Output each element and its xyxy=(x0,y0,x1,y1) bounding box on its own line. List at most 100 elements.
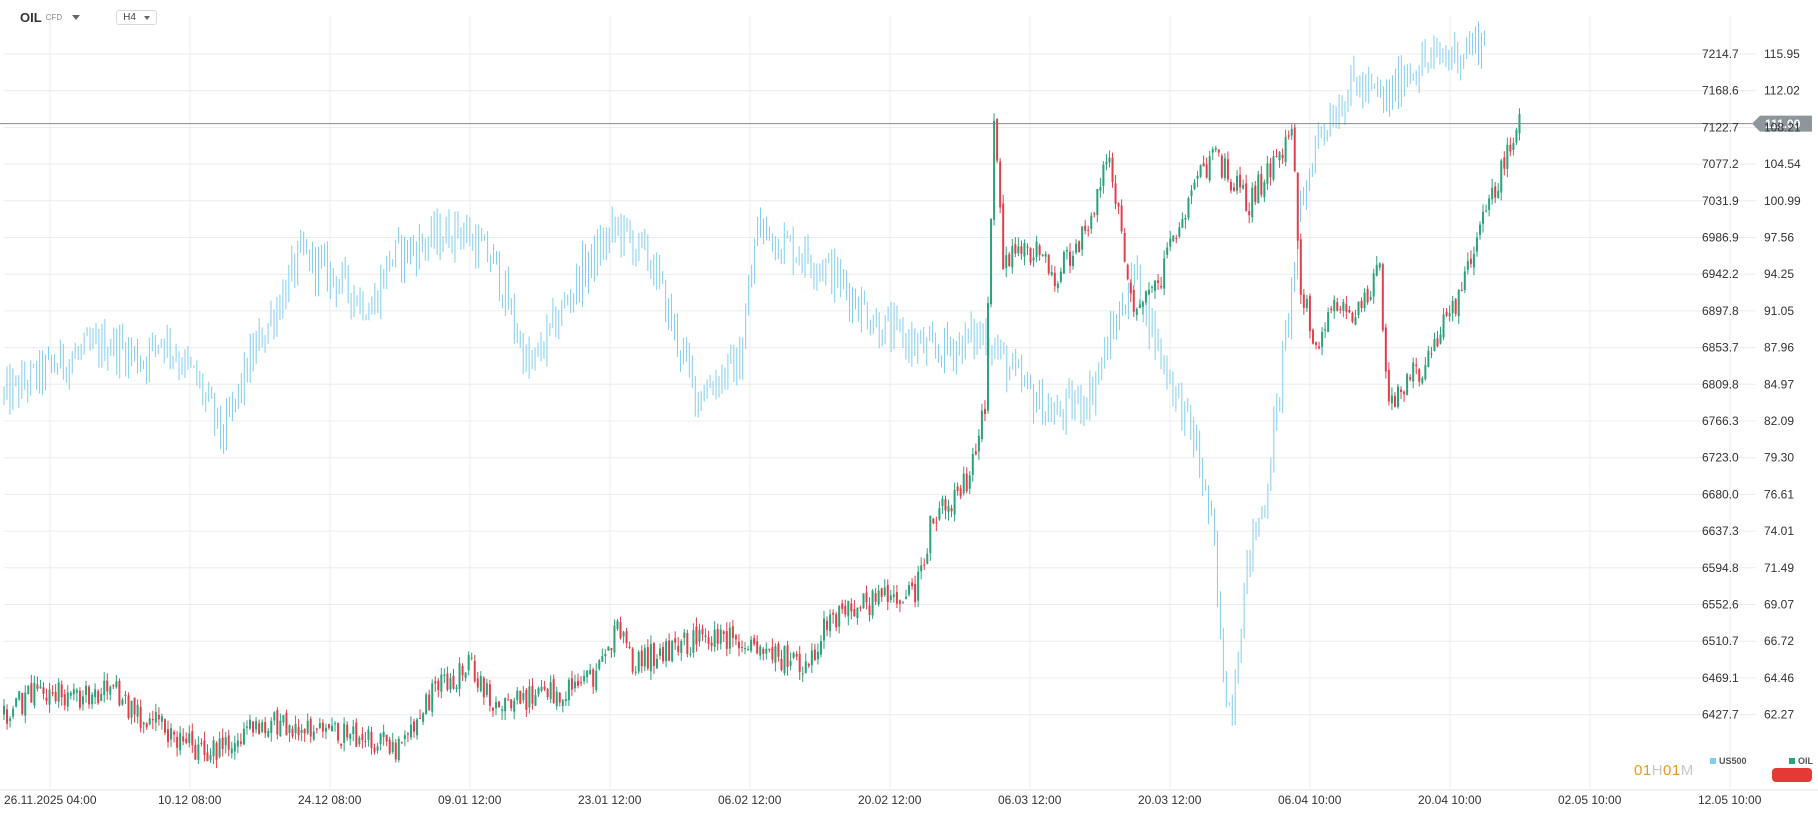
oil-candle xyxy=(1084,219,1087,235)
oil-candle xyxy=(1366,285,1369,305)
oil-candle xyxy=(446,666,449,692)
oil-candle xyxy=(841,599,844,614)
oil-candle xyxy=(382,724,385,746)
oil-candle xyxy=(789,652,792,671)
oil-candle xyxy=(725,622,728,657)
oil-candle xyxy=(1393,392,1396,408)
oil-candle xyxy=(252,721,255,737)
oil-candle xyxy=(980,403,983,443)
legend-oil[interactable]: OIL xyxy=(1789,756,1813,766)
oil-candle xyxy=(652,642,655,674)
oil-candle xyxy=(795,650,798,661)
countdown-hours-unit: H xyxy=(1651,762,1664,779)
oil-candle xyxy=(968,471,971,495)
oil-candle xyxy=(871,589,874,619)
oil-candle xyxy=(904,589,907,600)
oil-candle xyxy=(586,670,589,684)
oil-candle xyxy=(595,663,598,693)
oil-candle xyxy=(683,628,686,646)
oil-axis-label: 112.02 xyxy=(1764,84,1800,98)
oil-candle xyxy=(109,685,112,701)
oil-candle xyxy=(877,584,880,607)
oil-candle xyxy=(801,666,804,682)
oil-candle xyxy=(892,585,895,603)
oil-candle xyxy=(762,647,765,661)
oil-candle xyxy=(804,653,807,674)
x-tick-label: 06.02 12:00 xyxy=(718,793,782,807)
oil-candle xyxy=(419,709,422,719)
oil-candle xyxy=(75,687,78,702)
oil-candle xyxy=(412,718,415,738)
oil-candle xyxy=(1406,372,1409,396)
oil-candle xyxy=(756,635,759,655)
oil-candle xyxy=(163,718,166,736)
us500-axis-label: 6942.2 xyxy=(1702,267,1739,281)
symbol-dropdown-icon[interactable] xyxy=(72,15,81,20)
instrument-type-label: CFD xyxy=(45,13,63,22)
oil-candle xyxy=(318,717,321,730)
oil-candle xyxy=(1263,179,1266,203)
oil-candle xyxy=(1190,185,1193,205)
oil-candle xyxy=(294,715,297,740)
oil-axis-label: 91.05 xyxy=(1764,304,1794,318)
oil-candle xyxy=(1248,202,1251,224)
oil-candle xyxy=(1014,237,1017,258)
oil-candle xyxy=(583,670,586,685)
oil-candle xyxy=(561,698,564,713)
oil-candle xyxy=(580,676,583,687)
oil-axis-label: 82.09 xyxy=(1764,414,1794,428)
oil-candle xyxy=(1460,282,1463,292)
oil-candle xyxy=(324,723,327,739)
oil-candle xyxy=(549,675,552,704)
oil-candle xyxy=(929,515,932,561)
oil-candle xyxy=(750,636,753,653)
sell-button[interactable] xyxy=(1772,768,1812,782)
oil-candle xyxy=(1126,263,1129,281)
timeframe-selector[interactable]: H4 xyxy=(116,10,157,25)
oil-candle xyxy=(510,699,513,712)
oil-candle xyxy=(716,623,719,651)
oil-candle xyxy=(255,716,258,734)
oil-candle xyxy=(1403,390,1406,402)
oil-candle xyxy=(1463,266,1466,294)
oil-candle xyxy=(142,721,145,734)
symbol-name[interactable]: OIL xyxy=(20,10,42,25)
oil-candle xyxy=(807,662,810,669)
oil-candle xyxy=(1515,127,1518,145)
oil-candle xyxy=(88,684,91,709)
us500-axis-label: 6510.7 xyxy=(1702,634,1739,648)
oil-candle xyxy=(1211,146,1214,161)
oil-candle xyxy=(346,721,349,742)
oil-candle xyxy=(209,748,212,763)
oil-candle xyxy=(21,692,24,716)
oil-candle xyxy=(151,710,154,730)
oil-candle xyxy=(127,692,130,720)
oil-candle xyxy=(1011,238,1014,274)
oil-candle xyxy=(564,691,567,706)
oil-candle xyxy=(230,741,233,759)
oil-candle xyxy=(859,605,862,612)
oil-candle xyxy=(273,711,276,726)
legend-us500[interactable]: US500 xyxy=(1710,756,1747,766)
oil-candle xyxy=(1232,182,1235,192)
chart-toolbar: OIL CFD H4 xyxy=(20,10,157,25)
oil-candle xyxy=(391,732,394,755)
oil-candle xyxy=(1187,196,1190,221)
oil-candle xyxy=(1123,228,1126,263)
oil-candle xyxy=(1500,158,1503,201)
oil-candle xyxy=(1342,298,1345,318)
oil-candle xyxy=(303,728,306,743)
oil-candle xyxy=(1412,357,1415,389)
oil-candle xyxy=(1472,246,1475,276)
oil-candle xyxy=(941,495,944,515)
oil-candle xyxy=(364,731,367,748)
oil-candle xyxy=(914,575,917,608)
x-tick-label: 06.03 12:00 xyxy=(998,793,1062,807)
oil-series xyxy=(3,108,1521,769)
oil-candle xyxy=(1321,326,1324,356)
oil-axis-label: 84.97 xyxy=(1764,377,1794,391)
oil-candle xyxy=(607,646,610,651)
oil-candle xyxy=(576,673,579,689)
oil-candle xyxy=(1157,273,1160,291)
